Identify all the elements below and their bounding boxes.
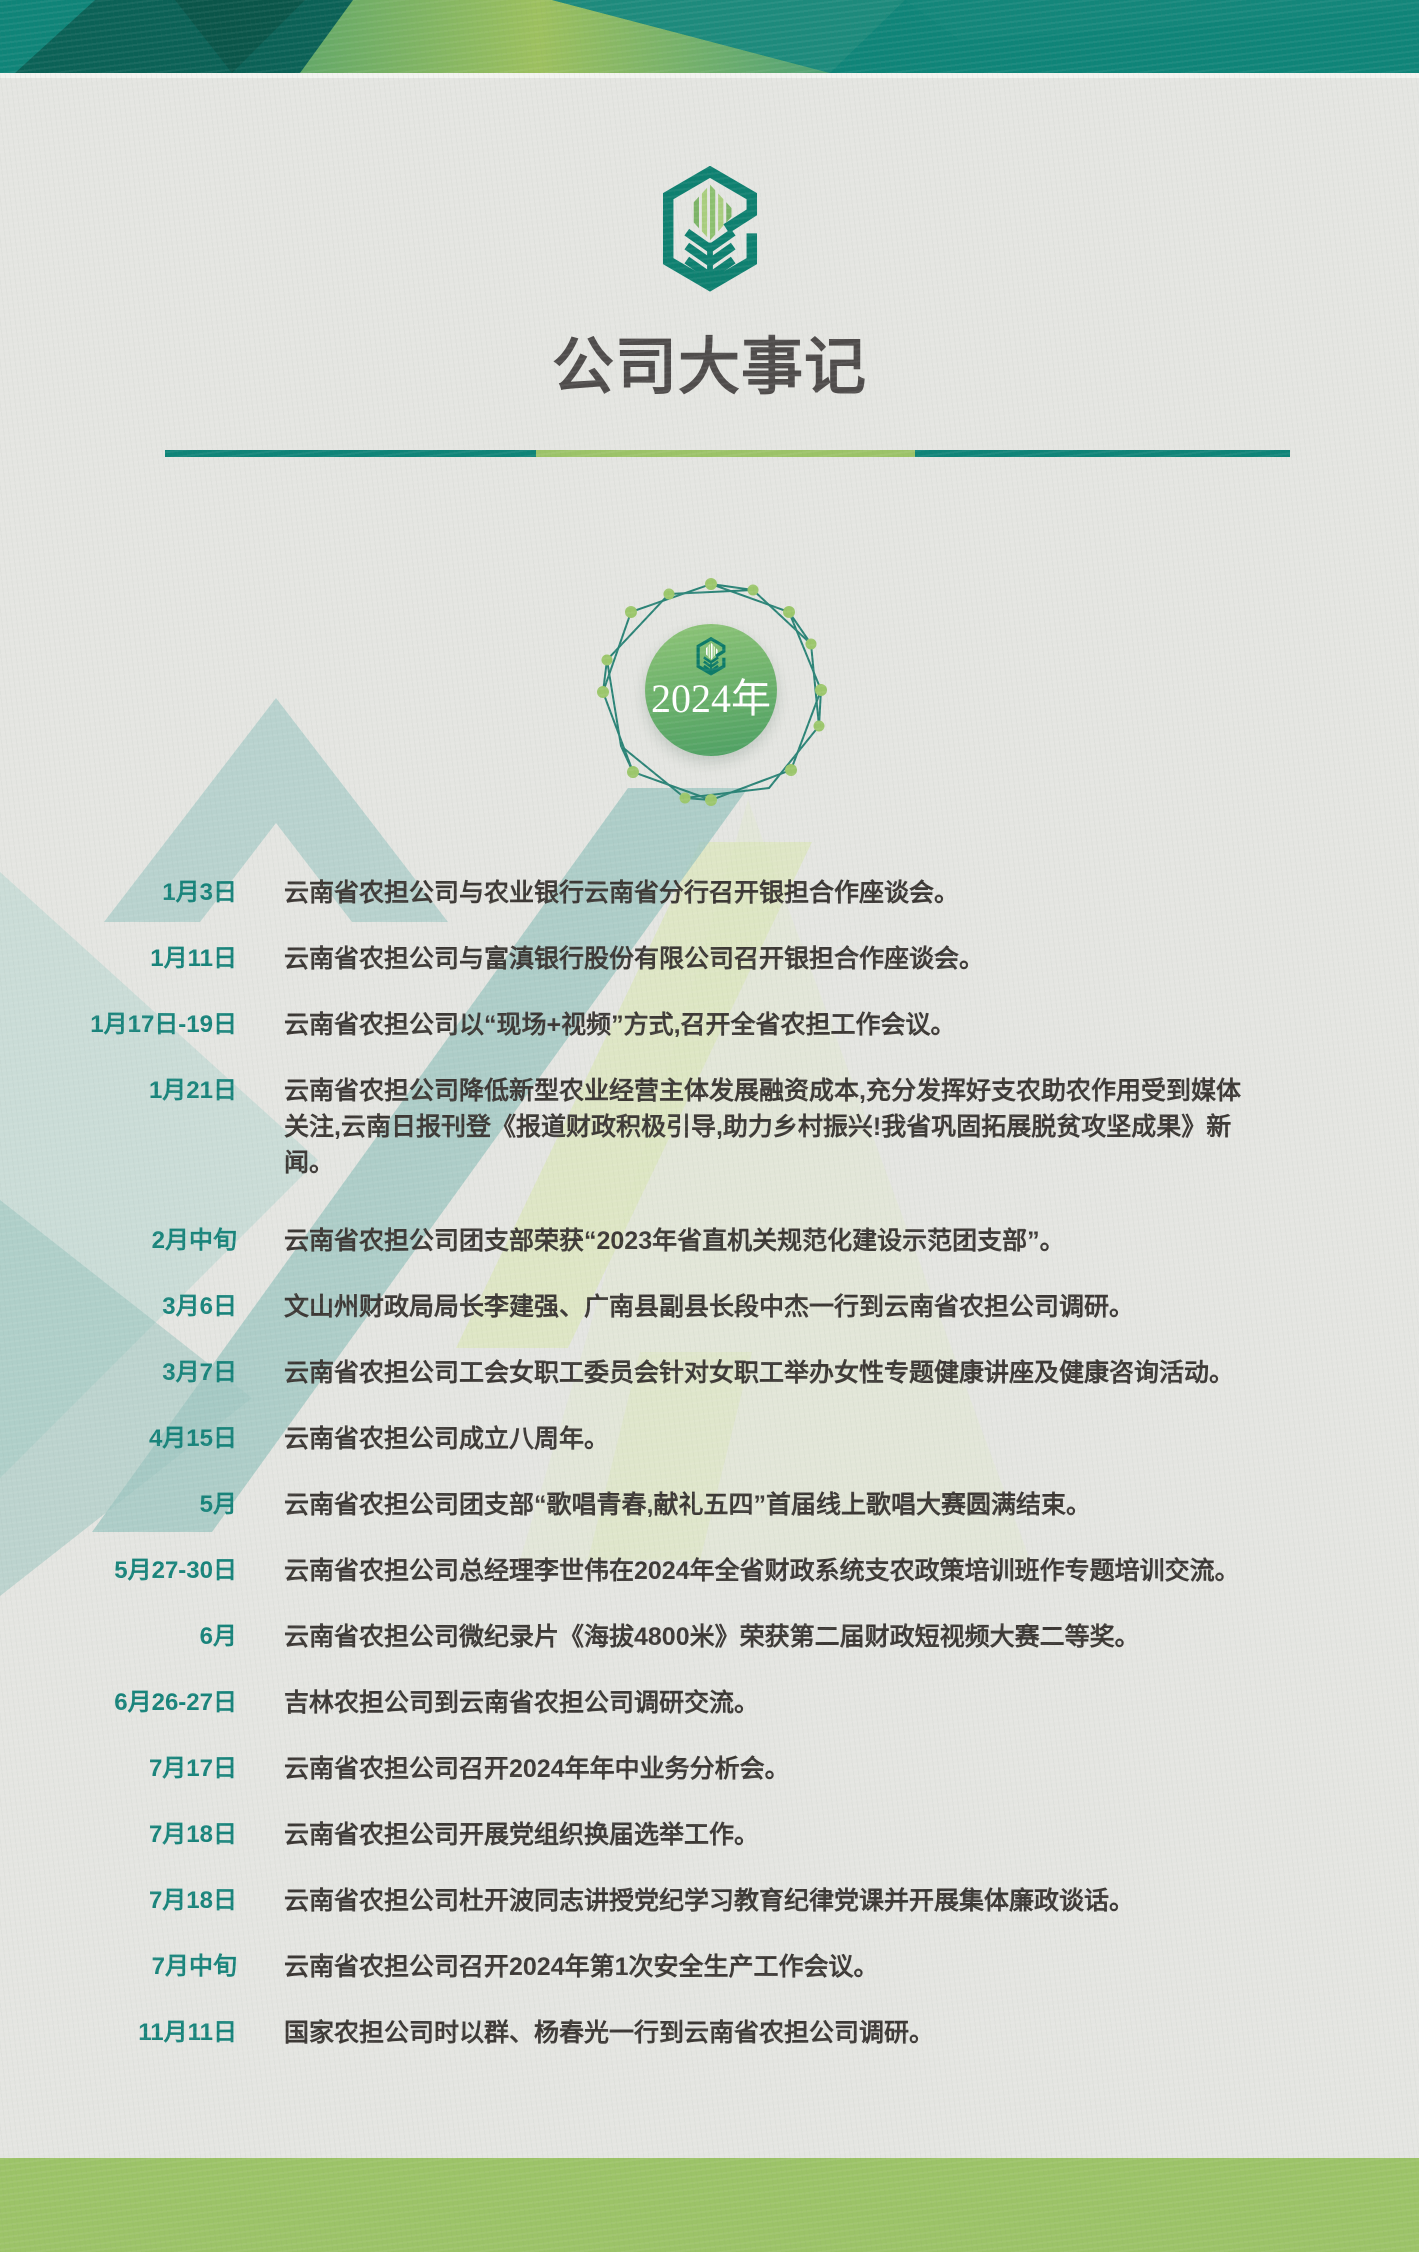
event-description: 云南省农担公司杜开波同志讲授党纪学习教育纪律党课并开展集体廉政谈话。 (284, 1887, 1135, 1915)
event-description: 云南省农担公司开展党组织换届选举工作。 (284, 1821, 760, 1849)
event-description: 云南省农担公司召开2024年年中业务分析会。 (284, 1755, 790, 1783)
timeline-event-row: 1月17日-19日 云南省农担公司以“现场+视频”方式,召开全省农担工作会议。 (0, 1007, 1419, 1043)
event-date: 3月6日 (162, 1293, 237, 1320)
event-date: 7月18日 (148, 1887, 237, 1914)
top-banner-decoration (0, 0, 1419, 73)
year-badge: 2024年 (645, 624, 777, 756)
event-description: 云南省农担公司总经理李世伟在2024年全省财政系统支农政策培训班作专题培训交流。 (284, 1557, 1240, 1585)
banner-underline (0, 73, 1419, 78)
timeline-event-row: 5月27-30日 云南省农担公司总经理李世伟在2024年全省财政系统支农政策培训… (0, 1553, 1419, 1589)
event-date: 5月27-30日 (114, 1557, 237, 1584)
timeline-event-row: 7月18日 云南省农担公司开展党组织换届选举工作。 (0, 1817, 1419, 1853)
divider-middle-segment (536, 450, 915, 457)
timeline-event-row: 1月21日 云南省农担公司降低新型农业经营主体发展融资成本,充分发挥好支农助农作… (0, 1073, 1419, 1181)
event-date: 3月7日 (162, 1359, 237, 1386)
event-date: 4月15日 (148, 1425, 237, 1452)
event-date: 7月17日 (148, 1755, 237, 1782)
timeline-event-row: 6月26-27日 吉林农担公司到云南省农担公司调研交流。 (0, 1685, 1419, 1721)
event-description: 吉林农担公司到云南省农担公司调研交流。 (284, 1689, 760, 1717)
polygon-network-decoration (597, 578, 827, 806)
event-date: 7月中旬 (151, 1953, 237, 1980)
event-description: 云南省农担公司以“现场+视频”方式,召开全省农担工作会议。 (284, 1011, 956, 1039)
event-description: 云南省农担公司与农业银行云南省分行召开银担合作座谈会。 (284, 879, 960, 907)
year-badge-label: 2024年 (651, 676, 771, 721)
timeline-event-row: 1月3日 云南省农担公司与农业银行云南省分行召开银担合作座谈会。 (0, 875, 1419, 911)
event-date: 1月3日 (162, 879, 237, 906)
timeline-event-row: 7月17日 云南省农担公司召开2024年年中业务分析会。 (0, 1751, 1419, 1787)
event-date: 11月11日 (138, 2019, 237, 2046)
timeline-event-row: 11月11日 国家农担公司时以群、杨春光一行到云南省农担公司调研。 (0, 2015, 1419, 2051)
timeline-event-row: 1月11日 云南省农担公司与富滇银行股份有限公司召开银担合作座谈会。 (0, 941, 1419, 977)
event-date: 5月 (199, 1491, 237, 1518)
event-description: 国家农担公司时以群、杨春光一行到云南省农担公司调研。 (284, 2019, 935, 2047)
bottom-band-decoration (0, 2158, 1419, 2252)
divider-left-segment (165, 450, 536, 457)
banner-triangles-graphic (0, 0, 1419, 73)
event-date: 1月17日-19日 (90, 1011, 237, 1038)
event-date: 6月26-27日 (114, 1689, 237, 1716)
event-description: 文山州财政局局长李建强、广南县副县长段中杰一行到云南省农担公司调研。 (284, 1293, 1135, 1321)
timeline: 1月3日 云南省农担公司与农业银行云南省分行召开银担合作座谈会。 1月11日 云… (0, 875, 1419, 2081)
title-divider (0, 450, 1419, 457)
event-description: 云南省农担公司降低新型农业经营主体发展融资成本,充分发挥好支农助农作用受到媒体关… (284, 1077, 1241, 1177)
timeline-event-row: 7月中旬 云南省农担公司召开2024年第1次安全生产工作会议。 (0, 1949, 1419, 1985)
page-title: 公司大事记 (551, 333, 867, 402)
event-date: 6月 (199, 1623, 237, 1650)
timeline-event-row: 2月中旬 云南省农担公司团支部荣获“2023年省直机关规范化建设示范团支部”。 (0, 1223, 1419, 1259)
event-description: 云南省农担公司成立八周年。 (284, 1425, 610, 1453)
event-date: 1月11日 (150, 945, 237, 972)
event-description: 云南省农担公司召开2024年第1次安全生产工作会议。 (284, 1953, 879, 1981)
event-description: 云南省农担公司与富滇银行股份有限公司召开银担合作座谈会。 (284, 945, 985, 973)
timeline-event-row: 3月7日 云南省农担公司工会女职工委员会针对女职工举办女性专题健康讲座及健康咨询… (0, 1355, 1419, 1391)
badge-logo-icon (696, 637, 726, 676)
event-description: 云南省农担公司工会女职工委员会针对女职工举办女性专题健康讲座及健康咨询活动。 (284, 1359, 1235, 1387)
timeline-event-row: 6月 云南省农担公司微纪录片《海拔4800米》荣获第二届财政短视频大赛二等奖。 (0, 1619, 1419, 1655)
timeline-event-row: 7月18日 云南省农担公司杜开波同志讲授党纪学习教育纪律党课并开展集体廉政谈话。 (0, 1883, 1419, 1919)
event-date: 7月18日 (148, 1821, 237, 1848)
event-date: 1月21日 (148, 1077, 237, 1104)
event-date: 2月中旬 (151, 1227, 237, 1254)
event-description: 云南省农担公司微纪录片《海拔4800米》荣获第二届财政短视频大赛二等奖。 (284, 1623, 1140, 1651)
timeline-event-row: 4月15日 云南省农担公司成立八周年。 (0, 1421, 1419, 1457)
timeline-event-row: 5月 云南省农担公司团支部“歌唱青春,献礼五四”首届线上歌唱大赛圆满结束。 (0, 1487, 1419, 1523)
divider-right-segment (915, 450, 1290, 457)
company-logo-icon (662, 166, 758, 292)
event-description: 云南省农担公司团支部荣获“2023年省直机关规范化建设示范团支部”。 (284, 1227, 1065, 1255)
timeline-event-row: 3月6日 文山州财政局局长李建强、广南县副县长段中杰一行到云南省农担公司调研。 (0, 1289, 1419, 1325)
event-description: 云南省农担公司团支部“歌唱青春,献礼五四”首届线上歌唱大赛圆满结束。 (284, 1491, 1091, 1519)
